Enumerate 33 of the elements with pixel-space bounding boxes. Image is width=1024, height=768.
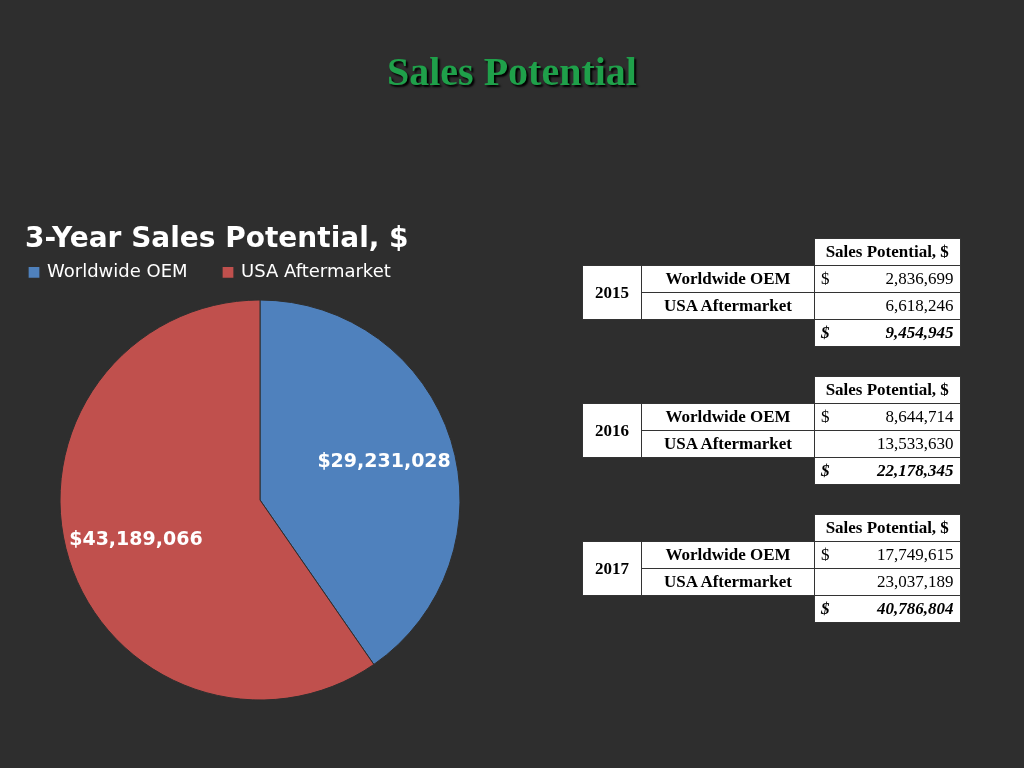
text: 8,644,714	[835, 403, 960, 431]
legend-label: Worldwide OEM	[47, 260, 188, 282]
legend-label: USA Aftermarket	[241, 260, 391, 282]
text: Worldwide OEM	[641, 403, 815, 431]
text: Worldwide OEM	[641, 541, 815, 569]
text: 2016	[582, 403, 642, 458]
text: Sales Potential, $	[814, 238, 960, 266]
text: 13,533,630	[814, 430, 960, 458]
text: USA Aftermarket	[641, 568, 815, 596]
text: Sales Potential, $	[814, 514, 960, 542]
text: USA Aftermarket	[641, 292, 815, 320]
text: 2,836,699	[835, 265, 960, 293]
text: 2015	[582, 265, 642, 320]
text: 23,037,189	[814, 568, 960, 596]
text: 17,749,615	[835, 541, 960, 569]
text: 40,786,804	[835, 595, 960, 623]
text: 9,454,945	[835, 319, 960, 347]
text: 2017	[582, 541, 642, 596]
text: $	[814, 595, 836, 623]
text: Worldwide OEM	[641, 265, 815, 293]
text: $	[814, 403, 836, 431]
text: 22,178,345	[835, 457, 960, 485]
text: USA Aftermarket	[641, 430, 815, 458]
data-label: $43,189,066	[69, 526, 203, 549]
text: $	[814, 265, 836, 293]
text: $	[814, 319, 836, 347]
text: Sales Potential	[386, 48, 638, 95]
text: $	[814, 457, 836, 485]
text: Sales Potential, $	[814, 376, 960, 404]
chart-title: 3-Year Sales Potential, $	[25, 221, 409, 254]
data-label: $29,231,028	[317, 449, 451, 472]
text: $	[814, 541, 836, 569]
text: 6,618,246	[814, 292, 960, 320]
